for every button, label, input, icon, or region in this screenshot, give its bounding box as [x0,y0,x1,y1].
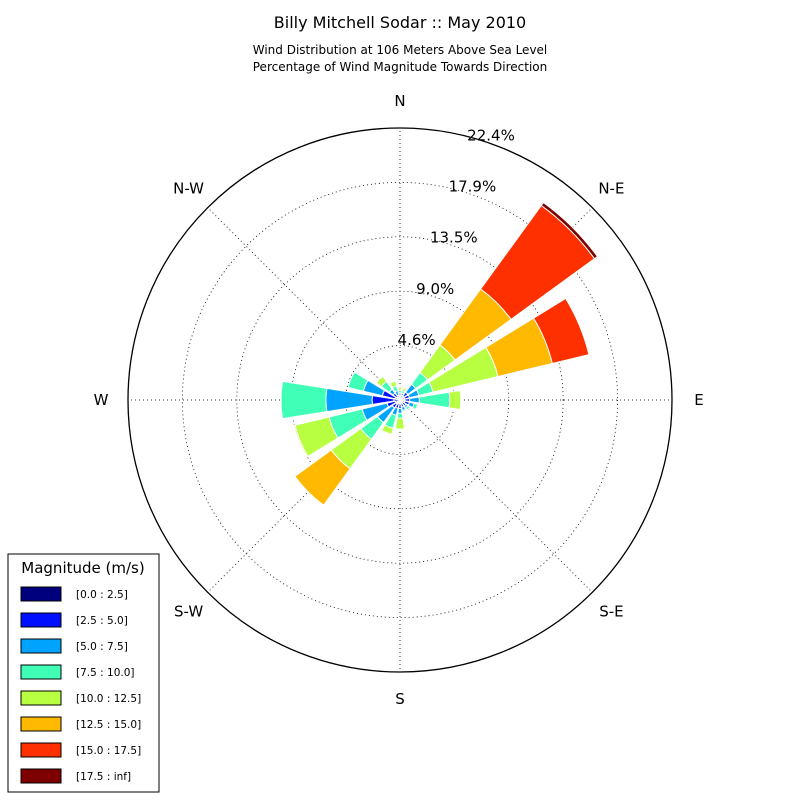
wind-bar-segment [347,371,369,392]
grid-ring [290,290,510,510]
legend-swatch [20,742,62,758]
chart-subtitle-line-1: Wind Distribution at 106 Meters Above Se… [253,43,548,57]
legend-item-label: [0.0 : 2.5] [76,589,128,601]
legend-item-label: [15.0 : 17.5] [76,745,141,757]
wind-bar-segment [479,204,596,321]
wind-bar-segment [389,380,398,389]
wind-bar-segment [411,402,419,411]
direction-label: S-W [174,602,203,620]
wind-bar-segment [405,405,411,411]
legend-swatch [20,716,62,732]
wind-bar-segment [448,389,462,411]
polar-frame [127,127,673,673]
direction-label: N-E [598,180,624,198]
grid-ring [181,181,619,619]
direction-label: N-W [173,180,204,198]
radial-tick-labels: 4.6% 9.0% 13.5% 17.9% 22.4% [398,126,515,349]
grid-ring [236,236,564,564]
legend-item-label: [7.5 : 10.0] [76,667,134,679]
wind-bar-segment [402,386,408,391]
legend-item-label: [12.5 : 15.0] [76,719,141,731]
direction-label: E [694,391,703,409]
legend-swatch [20,586,62,602]
legend-title: Magnitude (m/s) [21,559,144,577]
wind-bar-segment [280,380,328,420]
legend-item-label: [2.5 : 5.0] [76,615,128,627]
chart-subtitle-line-2: Percentage of Wind Magnitude Towards Dir… [253,60,547,74]
wind-bar-segment [375,375,388,388]
wind-bar-segment [294,449,351,506]
legend: Magnitude (m/s) [0.0 : 2.5] [2.5 : 5.0] [5… [7,553,160,793]
wind-bar-segment [396,412,404,419]
chart-title: Billy Mitchell Sodar :: May 2010 [274,13,526,32]
radial-tick-label: 4.6% [398,331,436,349]
grid-spoke [399,399,593,593]
direction-label: S [395,690,405,708]
wind-bar-segment [532,297,590,365]
legend-item-label: [17.5 : inf] [76,771,131,783]
legend-item-label: [10.0 : 12.5] [76,693,141,705]
wind-bars [280,201,599,506]
wind-bar-segment [401,408,408,413]
legend-swatch [20,664,62,680]
legend-swatch [20,690,62,706]
radial-tick-label: 22.4% [467,126,515,144]
wind-bar-segment [409,396,420,404]
legend-items: [0.0 : 2.5] [2.5 : 5.0] [5.0 : 7.5] [7.5 : … [20,586,141,784]
wind-bar-segment [397,387,403,391]
radial-tick-label: 17.9% [449,178,497,196]
legend-swatch [20,768,62,784]
radial-tick-label: 9.0% [416,280,454,298]
wind-bar-segment [394,417,406,430]
direction-label: W [94,391,109,409]
legend-swatch [20,612,62,628]
wind-bar-segment [293,424,309,458]
direction-label: N [394,92,405,110]
grid-spoke [207,207,401,401]
legend-swatch [20,638,62,654]
wind-bar-segment [397,407,403,414]
direction-labels: N N-E E S-E S S-W W N-W [94,92,704,708]
wind-bar-segment [540,201,599,260]
legend-item-label: [5.0 : 7.5] [76,641,128,653]
radial-tick-label: 13.5% [430,229,478,247]
direction-label: S-E [599,602,623,620]
polar-grid [128,128,672,672]
wind-bar-segment [380,424,394,435]
